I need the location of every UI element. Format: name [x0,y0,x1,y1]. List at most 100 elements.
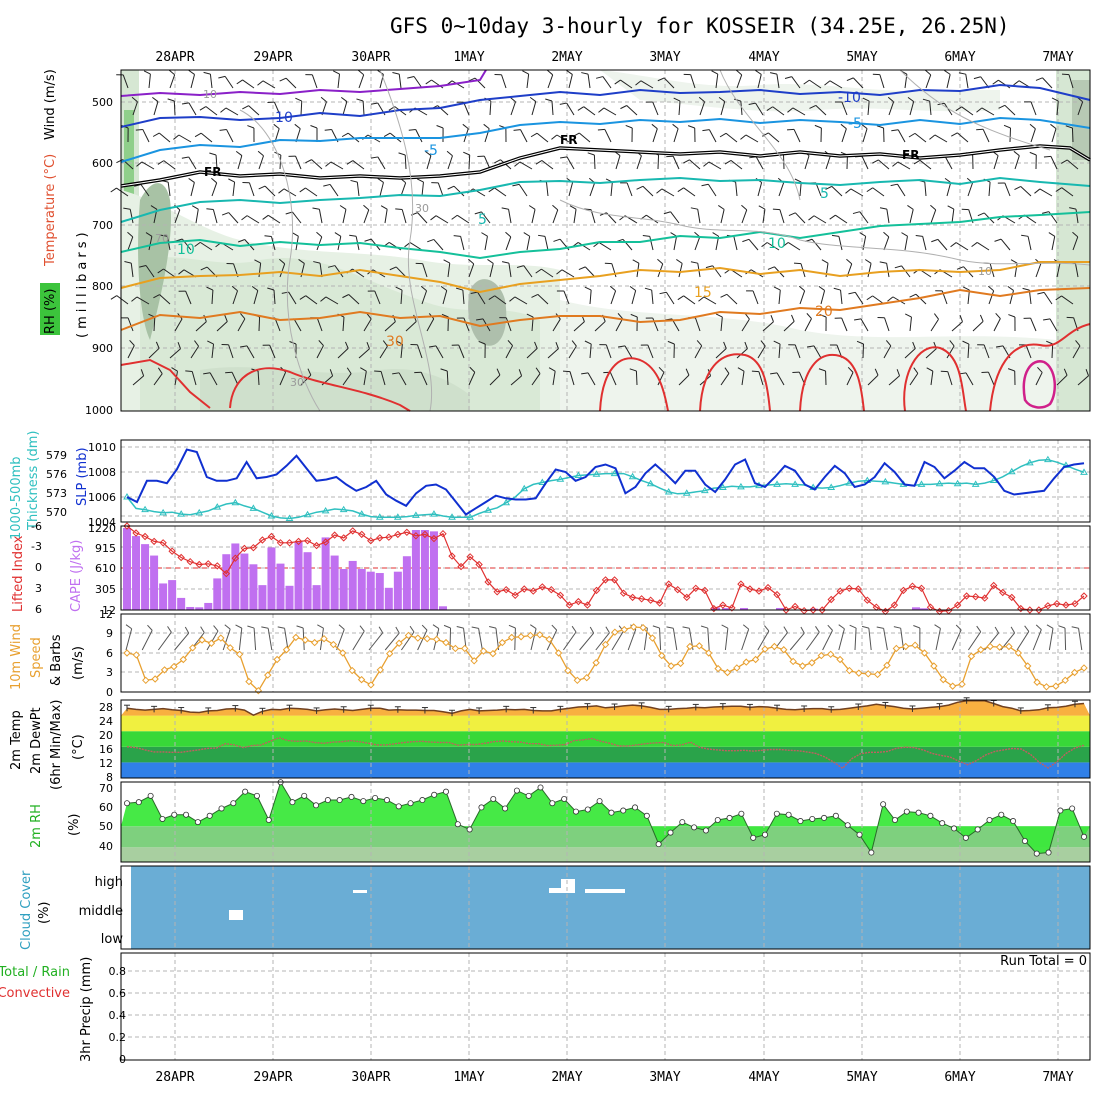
wind-barb [169,74,176,89]
wind-barb [555,341,559,349]
wind-barb [136,161,143,167]
rh-marker [714,817,721,824]
wind-barb [421,290,428,305]
wind-barb-10m [838,624,845,630]
wind-barb [740,134,747,140]
wind-barb [1066,159,1079,170]
wind-barb [535,160,543,165]
rh-marker [124,800,131,807]
wind-barb [478,340,486,345]
wind-barb [589,182,596,197]
wind-barb [320,296,327,302]
precip-tick: 0.4 [109,1009,127,1022]
wind-barb [757,345,766,359]
wind-barb [447,185,455,190]
run-total: Run Total = 0 [1000,954,1087,969]
wind-barb [967,290,970,305]
contour-line [120,287,1091,331]
wind-barb [422,263,428,278]
axis-label-wind-units: (m/s) [71,646,86,680]
slp-tick: 1006 [88,491,116,504]
rh-marker [301,792,308,799]
rh-marker [986,817,993,824]
thickness-marker [646,479,655,487]
wind-barb [794,344,801,359]
wind-barb [597,128,605,131]
wind-barb [1037,291,1045,295]
dewpoint-line [126,737,1085,770]
contour-line [379,69,433,412]
cape-bar [213,578,222,610]
thickness-marker [484,506,493,513]
wind-barb [1004,104,1016,116]
wind-speed-marker [798,662,807,670]
contour-line [599,357,669,412]
wind-barb [667,340,675,345]
wind-barb [552,318,561,332]
wind-barb [421,182,424,197]
wind-barb [690,261,698,264]
wind-barb [835,214,848,224]
wind-barb [663,77,675,89]
wind-barb [683,159,690,164]
wind-barb [861,156,869,170]
wind-barb [501,207,509,210]
wind-speed-marker [188,644,197,652]
wind-barb [947,371,953,386]
wind-speed-marker [273,655,281,664]
wind-barb [127,317,134,332]
wind-barb [712,232,719,237]
wind-barb [561,269,575,278]
wind-speed-marker [536,631,544,639]
li-marker [466,553,474,561]
li-marker [619,589,628,597]
wind-barb [733,98,741,102]
rh-marker [809,815,816,822]
wind-barb [514,161,521,167]
li-marker [836,587,844,595]
wind-barb [358,69,365,76]
wind-barb [711,70,719,75]
wind-barb [519,161,533,170]
wind-barb [541,268,554,278]
wind-barb-10m [913,625,921,629]
wind-barb [813,345,822,359]
wind-barb [563,290,570,305]
wind-barb [477,291,486,305]
wind-barb [772,106,785,116]
li-marker [520,585,528,593]
rh-marker [891,817,898,824]
wind-speed-marker [742,658,750,666]
wind-barb [602,76,612,89]
wind-speed-marker [479,647,488,655]
wind-barb-10m [551,624,558,631]
wind-barb [1056,374,1068,386]
wind-barb [726,293,738,305]
thickness-marker [195,508,204,516]
wind-barb [715,74,719,89]
thickness-marker [466,513,474,520]
thickness-marker [520,484,529,492]
wind-barb [268,214,281,224]
wind-speed-marker [376,666,385,674]
wind-barb [891,129,899,132]
wind-barb-10m [352,630,365,651]
wind-barb [965,372,974,386]
wind-barb [363,209,370,224]
rh-marker [584,806,591,813]
wind-speed-marker [601,640,610,649]
wind-barb [867,263,872,278]
wind-barb [221,212,229,216]
wind-barb [190,345,200,359]
temp-contour-label: -10 [838,90,861,106]
wind-barb [644,287,652,291]
rh-frame [120,781,1091,863]
wind-barb [609,372,617,386]
wind-barb [1075,340,1081,347]
wind-barb [610,290,617,305]
wind-barb [571,340,577,347]
wind-speed-marker [714,664,722,673]
wind-barb [799,290,806,305]
wind-barb-10m [827,624,833,631]
axis-label-lifted-index: Lifted Index [11,535,26,612]
